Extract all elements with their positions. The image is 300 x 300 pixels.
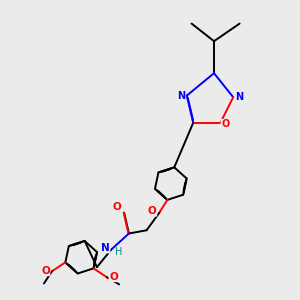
Text: H: H bbox=[116, 247, 123, 257]
Text: N: N bbox=[235, 92, 243, 102]
Text: N: N bbox=[101, 243, 110, 253]
Text: O: O bbox=[109, 272, 118, 282]
Text: O: O bbox=[41, 266, 50, 276]
Text: N: N bbox=[177, 91, 185, 100]
Text: O: O bbox=[113, 202, 122, 212]
Text: O: O bbox=[221, 119, 229, 129]
Text: O: O bbox=[148, 206, 157, 216]
